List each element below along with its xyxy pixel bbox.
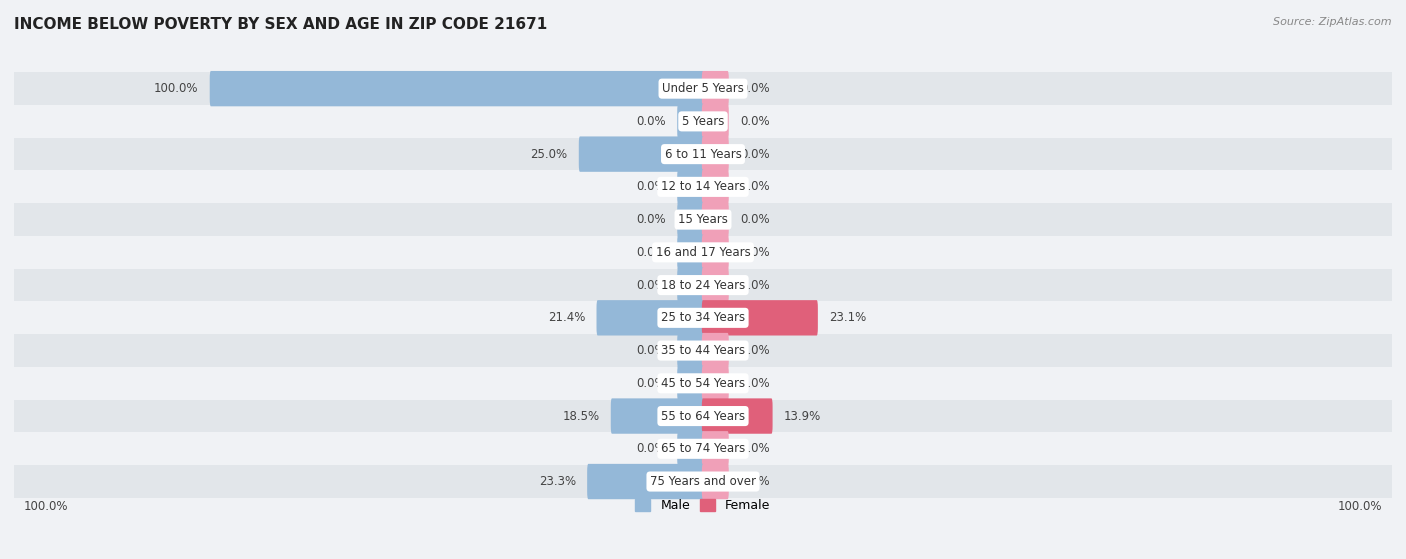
Bar <box>14 203 1392 236</box>
Text: 25.0%: 25.0% <box>530 148 568 160</box>
FancyBboxPatch shape <box>702 366 728 401</box>
Text: 0.0%: 0.0% <box>740 278 769 292</box>
Text: 100.0%: 100.0% <box>24 500 69 513</box>
FancyBboxPatch shape <box>610 399 704 434</box>
FancyBboxPatch shape <box>579 136 704 172</box>
FancyBboxPatch shape <box>678 202 704 237</box>
Bar <box>14 433 1392 465</box>
Text: 0.0%: 0.0% <box>637 246 666 259</box>
Text: Under 5 Years: Under 5 Years <box>662 82 744 95</box>
FancyBboxPatch shape <box>702 136 728 172</box>
Bar <box>14 72 1392 105</box>
FancyBboxPatch shape <box>702 333 728 368</box>
FancyBboxPatch shape <box>702 71 728 106</box>
FancyBboxPatch shape <box>702 267 728 303</box>
Text: 100.0%: 100.0% <box>1337 500 1382 513</box>
Text: 0.0%: 0.0% <box>740 377 769 390</box>
Bar <box>14 170 1392 203</box>
FancyBboxPatch shape <box>209 71 704 106</box>
FancyBboxPatch shape <box>678 267 704 303</box>
Text: 0.0%: 0.0% <box>740 475 769 488</box>
Text: 0.0%: 0.0% <box>740 148 769 160</box>
Text: 23.3%: 23.3% <box>538 475 576 488</box>
FancyBboxPatch shape <box>702 300 818 335</box>
Text: 75 Years and over: 75 Years and over <box>650 475 756 488</box>
Bar <box>14 400 1392 433</box>
Text: 0.0%: 0.0% <box>740 442 769 455</box>
Text: 5 Years: 5 Years <box>682 115 724 128</box>
Text: 16 and 17 Years: 16 and 17 Years <box>655 246 751 259</box>
Bar <box>14 334 1392 367</box>
FancyBboxPatch shape <box>702 169 728 205</box>
FancyBboxPatch shape <box>678 366 704 401</box>
Text: 13.9%: 13.9% <box>783 410 821 423</box>
FancyBboxPatch shape <box>596 300 704 335</box>
Text: 0.0%: 0.0% <box>637 181 666 193</box>
Bar <box>14 465 1392 498</box>
Text: 55 to 64 Years: 55 to 64 Years <box>661 410 745 423</box>
FancyBboxPatch shape <box>678 104 704 139</box>
Bar <box>14 236 1392 269</box>
FancyBboxPatch shape <box>702 464 728 499</box>
Text: 0.0%: 0.0% <box>740 213 769 226</box>
FancyBboxPatch shape <box>678 235 704 270</box>
Text: 45 to 54 Years: 45 to 54 Years <box>661 377 745 390</box>
Text: 0.0%: 0.0% <box>740 181 769 193</box>
Legend: Male, Female: Male, Female <box>630 494 776 517</box>
Text: 0.0%: 0.0% <box>740 246 769 259</box>
Text: 15 Years: 15 Years <box>678 213 728 226</box>
FancyBboxPatch shape <box>588 464 704 499</box>
Bar <box>14 301 1392 334</box>
FancyBboxPatch shape <box>702 202 728 237</box>
FancyBboxPatch shape <box>678 431 704 466</box>
Text: 0.0%: 0.0% <box>637 377 666 390</box>
Text: 65 to 74 Years: 65 to 74 Years <box>661 442 745 455</box>
Text: Source: ZipAtlas.com: Source: ZipAtlas.com <box>1274 17 1392 27</box>
FancyBboxPatch shape <box>702 399 772 434</box>
Text: 0.0%: 0.0% <box>637 442 666 455</box>
Text: 0.0%: 0.0% <box>637 278 666 292</box>
Text: 6 to 11 Years: 6 to 11 Years <box>665 148 741 160</box>
Text: 12 to 14 Years: 12 to 14 Years <box>661 181 745 193</box>
Bar <box>14 138 1392 170</box>
FancyBboxPatch shape <box>678 169 704 205</box>
FancyBboxPatch shape <box>702 235 728 270</box>
FancyBboxPatch shape <box>702 104 728 139</box>
Text: 18.5%: 18.5% <box>562 410 599 423</box>
Text: 0.0%: 0.0% <box>740 115 769 128</box>
Text: 0.0%: 0.0% <box>740 344 769 357</box>
FancyBboxPatch shape <box>678 333 704 368</box>
Text: 0.0%: 0.0% <box>740 82 769 95</box>
Text: 18 to 24 Years: 18 to 24 Years <box>661 278 745 292</box>
Text: 21.4%: 21.4% <box>548 311 585 324</box>
Bar <box>14 367 1392 400</box>
Text: 0.0%: 0.0% <box>637 213 666 226</box>
Text: INCOME BELOW POVERTY BY SEX AND AGE IN ZIP CODE 21671: INCOME BELOW POVERTY BY SEX AND AGE IN Z… <box>14 17 547 32</box>
Text: 23.1%: 23.1% <box>830 311 866 324</box>
Text: 0.0%: 0.0% <box>637 115 666 128</box>
Text: 100.0%: 100.0% <box>155 82 198 95</box>
Bar <box>14 105 1392 138</box>
Bar <box>14 269 1392 301</box>
Text: 25 to 34 Years: 25 to 34 Years <box>661 311 745 324</box>
FancyBboxPatch shape <box>702 431 728 466</box>
Text: 0.0%: 0.0% <box>637 344 666 357</box>
Text: 35 to 44 Years: 35 to 44 Years <box>661 344 745 357</box>
